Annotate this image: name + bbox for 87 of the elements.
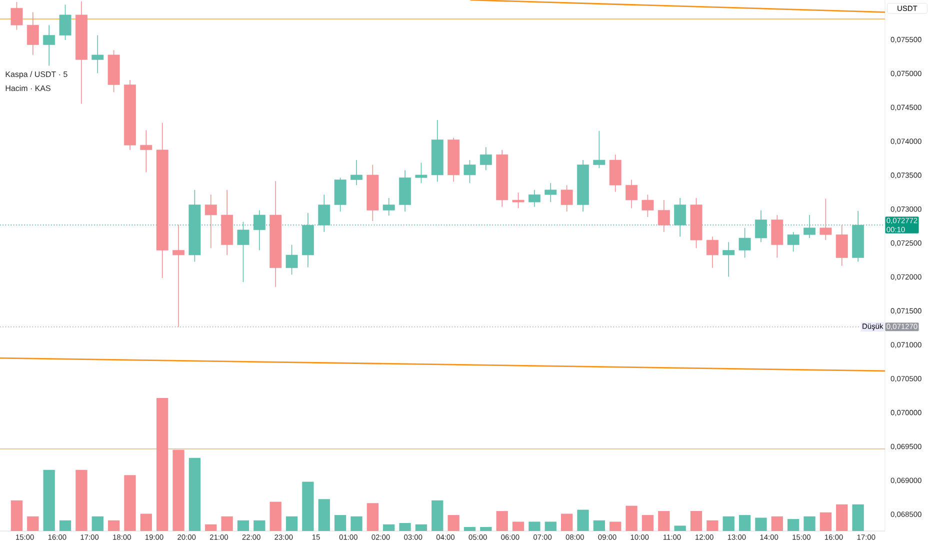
candlestick bbox=[706, 236, 718, 268]
bar bbox=[205, 524, 217, 531]
bar bbox=[771, 516, 783, 531]
bar bbox=[43, 470, 55, 531]
bar bbox=[286, 516, 298, 531]
bar bbox=[366, 503, 378, 531]
candlestick bbox=[26, 12, 39, 56]
candlestick bbox=[674, 198, 686, 238]
candlestick bbox=[642, 194, 654, 218]
bar bbox=[738, 515, 751, 531]
candlestick bbox=[172, 224, 184, 328]
candlestick bbox=[318, 194, 330, 232]
candlestick bbox=[544, 182, 557, 202]
candlestick bbox=[787, 232, 800, 252]
bar bbox=[399, 523, 411, 531]
bar bbox=[804, 516, 816, 531]
candlestick bbox=[253, 210, 266, 251]
candlestick bbox=[464, 160, 476, 184]
bar bbox=[690, 511, 702, 531]
candlestick bbox=[836, 224, 848, 266]
bar bbox=[755, 518, 767, 531]
bar bbox=[528, 522, 540, 531]
candlestick bbox=[43, 24, 56, 66]
bar bbox=[383, 524, 395, 531]
candlestick bbox=[658, 200, 670, 232]
candlestick bbox=[626, 179, 638, 209]
candlestick bbox=[237, 221, 250, 283]
bar bbox=[10, 500, 23, 531]
candlestick bbox=[512, 192, 524, 209]
bar bbox=[156, 398, 168, 531]
bar bbox=[610, 522, 622, 531]
bar bbox=[722, 516, 734, 531]
bar bbox=[593, 520, 605, 531]
bar bbox=[480, 527, 492, 531]
bar bbox=[318, 499, 330, 531]
bar bbox=[658, 511, 670, 531]
bar bbox=[172, 450, 184, 531]
bar bbox=[415, 524, 428, 531]
bar bbox=[124, 475, 136, 531]
bar bbox=[108, 520, 120, 531]
bar bbox=[350, 516, 362, 531]
candlestick bbox=[10, 2, 23, 30]
candlestick bbox=[59, 4, 72, 40]
bar bbox=[270, 502, 282, 531]
candlestick bbox=[528, 189, 540, 208]
bar bbox=[544, 522, 556, 531]
bar bbox=[626, 506, 638, 531]
bar bbox=[852, 504, 864, 531]
candlestick bbox=[286, 244, 298, 276]
bar bbox=[27, 516, 39, 531]
bar bbox=[496, 511, 508, 531]
bar bbox=[674, 526, 686, 531]
candlestick bbox=[382, 198, 395, 216]
candlestick bbox=[350, 160, 362, 186]
bar bbox=[820, 512, 832, 531]
bar bbox=[237, 520, 250, 531]
candlestick bbox=[204, 194, 217, 249]
bar bbox=[221, 516, 233, 531]
candlestick bbox=[593, 130, 606, 169]
bar bbox=[432, 500, 444, 531]
bar bbox=[560, 514, 573, 531]
bar bbox=[577, 510, 589, 531]
bar bbox=[642, 515, 654, 531]
candlestick bbox=[92, 34, 104, 74]
bar bbox=[188, 458, 201, 531]
candlestick bbox=[820, 198, 832, 240]
bar bbox=[76, 470, 88, 531]
candlestick bbox=[722, 242, 735, 278]
bar bbox=[334, 515, 346, 531]
candlestick bbox=[480, 146, 492, 171]
candlestick bbox=[754, 210, 767, 242]
bar bbox=[302, 482, 314, 531]
bar bbox=[59, 520, 72, 531]
bar bbox=[706, 520, 718, 531]
candlestick bbox=[415, 162, 428, 184]
bar bbox=[464, 527, 476, 531]
bar bbox=[254, 520, 266, 531]
bar bbox=[140, 514, 152, 531]
bar bbox=[448, 515, 460, 531]
candlestick bbox=[804, 214, 816, 238]
bar bbox=[836, 504, 848, 531]
bar bbox=[92, 516, 104, 531]
candlestick bbox=[560, 184, 573, 212]
bar bbox=[512, 522, 524, 531]
candlestick bbox=[738, 227, 751, 258]
bar bbox=[788, 519, 800, 531]
candlestick bbox=[140, 130, 152, 173]
